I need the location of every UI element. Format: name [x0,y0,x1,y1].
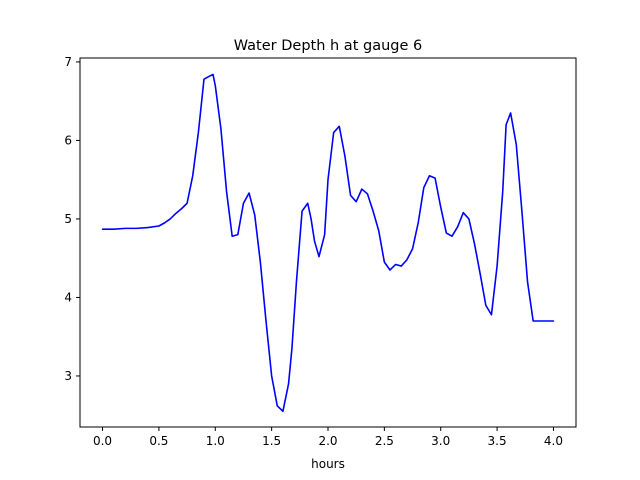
y-tick-label: 7 [64,55,72,69]
y-tick-label: 3 [64,369,72,383]
x-tick-label: 1.0 [206,434,225,448]
y-tick-label: 6 [64,133,72,147]
x-tick-label: 0.0 [93,434,112,448]
plot-area [79,57,577,428]
x-tick-label: 3.0 [431,434,450,448]
x-tick-label: 4.0 [544,434,563,448]
x-tick-label: 0.5 [149,434,168,448]
chart-title: Water Depth h at gauge 6 [234,38,422,54]
x-axis-label: hours [311,457,345,471]
series-line-0 [101,73,555,413]
x-tick-label: 2.0 [318,434,337,448]
x-tick-label: 3.5 [488,434,507,448]
axes-frame [79,57,577,428]
x-axis-ticks: 0.0 0.5 1.0 1.5 2.0 2.5 3.0 3.5 4.0 [93,427,563,448]
x-tick-label: 2.5 [375,434,394,448]
y-tick-label: 5 [64,212,72,226]
y-axis-ticks: 3 4 5 6 7 [64,55,80,383]
x-tick-label: 1.5 [262,434,281,448]
y-tick-label: 4 [64,290,72,304]
